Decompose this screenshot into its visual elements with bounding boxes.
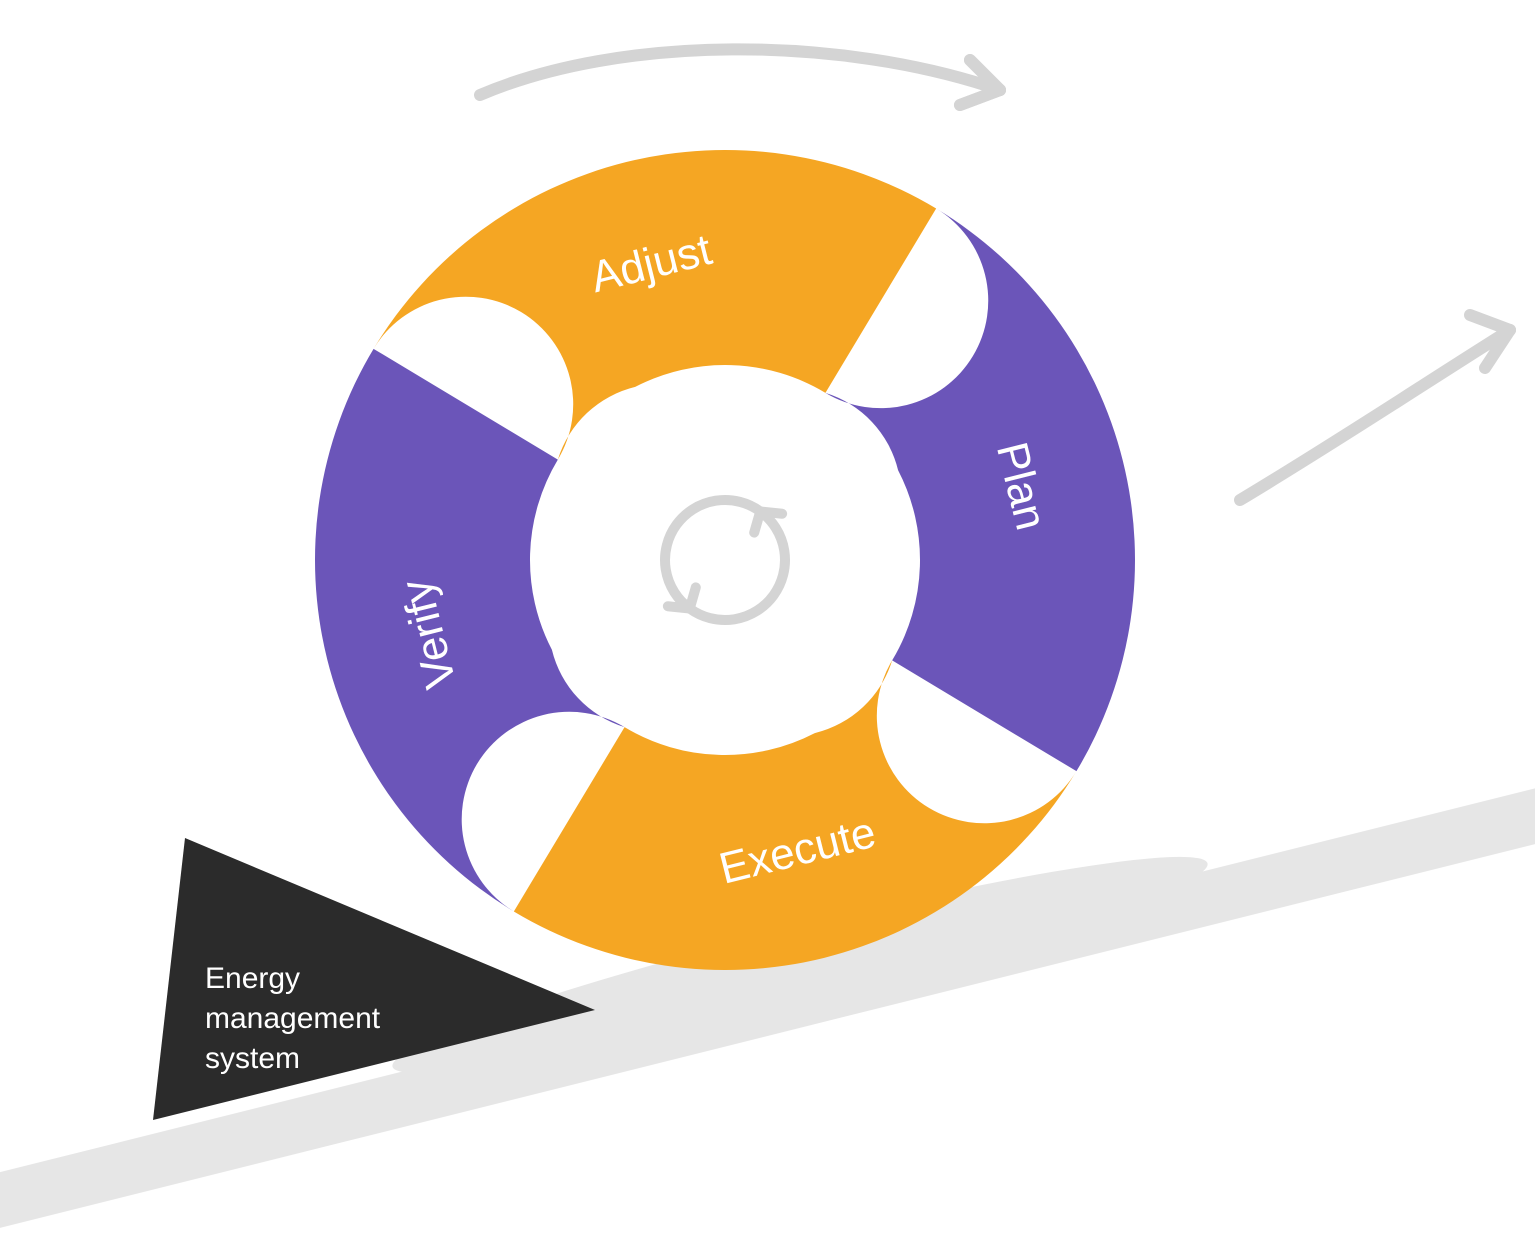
motion-arrow-top (480, 49, 1000, 95)
cycle-icon (646, 486, 804, 635)
wedge-label-line: system (205, 1042, 300, 1075)
wedge-label-line: Energy (205, 962, 300, 995)
motion-arrow-right (1240, 330, 1510, 500)
wedge-label-line: management (205, 1002, 381, 1035)
pdca-diagram: AdjustPlanExecuteVerifyEnergymanagements… (0, 0, 1535, 1253)
